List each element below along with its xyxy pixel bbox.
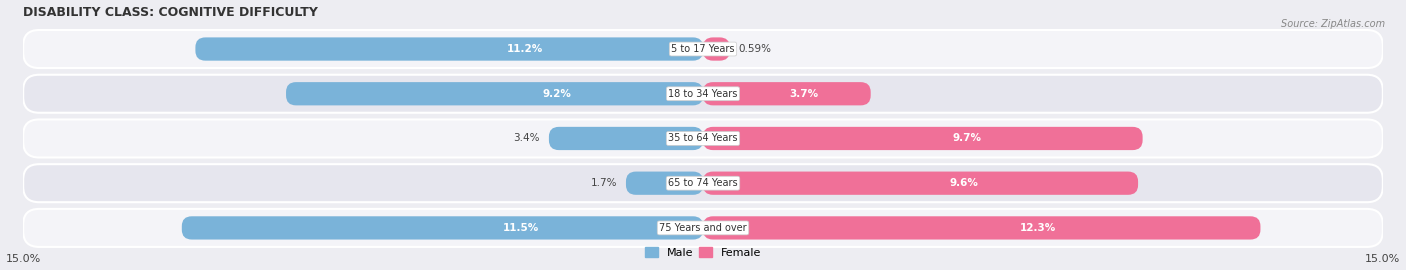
Text: 9.2%: 9.2% xyxy=(543,89,571,99)
Text: 9.6%: 9.6% xyxy=(949,178,979,188)
FancyBboxPatch shape xyxy=(181,216,703,239)
Text: 65 to 74 Years: 65 to 74 Years xyxy=(668,178,738,188)
Text: 11.2%: 11.2% xyxy=(508,44,544,54)
FancyBboxPatch shape xyxy=(703,216,1260,239)
FancyBboxPatch shape xyxy=(548,127,703,150)
Text: 3.4%: 3.4% xyxy=(513,133,540,143)
Text: Source: ZipAtlas.com: Source: ZipAtlas.com xyxy=(1281,19,1385,29)
FancyBboxPatch shape xyxy=(626,171,703,195)
Text: 3.7%: 3.7% xyxy=(789,89,818,99)
FancyBboxPatch shape xyxy=(22,209,1384,247)
FancyBboxPatch shape xyxy=(703,127,1143,150)
FancyBboxPatch shape xyxy=(703,82,870,105)
Text: 1.7%: 1.7% xyxy=(591,178,617,188)
FancyBboxPatch shape xyxy=(22,30,1384,68)
FancyBboxPatch shape xyxy=(285,82,703,105)
Legend: Male, Female: Male, Female xyxy=(640,243,766,263)
Text: 35 to 64 Years: 35 to 64 Years xyxy=(668,133,738,143)
FancyBboxPatch shape xyxy=(22,75,1384,113)
FancyBboxPatch shape xyxy=(22,164,1384,202)
Text: 12.3%: 12.3% xyxy=(1019,223,1056,233)
FancyBboxPatch shape xyxy=(22,119,1384,157)
Text: 11.5%: 11.5% xyxy=(502,223,538,233)
Text: 5 to 17 Years: 5 to 17 Years xyxy=(671,44,735,54)
Text: 9.7%: 9.7% xyxy=(952,133,981,143)
Text: 18 to 34 Years: 18 to 34 Years xyxy=(668,89,738,99)
Text: 75 Years and over: 75 Years and over xyxy=(659,223,747,233)
FancyBboxPatch shape xyxy=(703,38,730,61)
Text: DISABILITY CLASS: COGNITIVE DIFFICULTY: DISABILITY CLASS: COGNITIVE DIFFICULTY xyxy=(22,6,318,19)
FancyBboxPatch shape xyxy=(195,38,703,61)
FancyBboxPatch shape xyxy=(703,171,1137,195)
Text: 0.59%: 0.59% xyxy=(738,44,772,54)
